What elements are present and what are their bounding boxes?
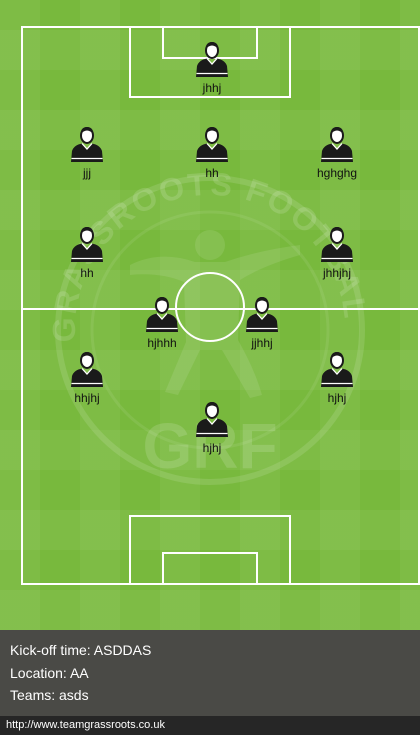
player-marker[interactable]: hjhj (170, 400, 254, 455)
match-info-panel: Kick-off time: ASDDAS Location: AA Teams… (0, 630, 420, 716)
player-marker[interactable]: jjj (45, 125, 129, 180)
player-shirt-icon (246, 297, 278, 332)
player-marker[interactable]: hh (45, 225, 129, 280)
player-marker[interactable]: jjhhj (220, 295, 304, 350)
player-shirt-icon (321, 127, 353, 162)
player-shirt-icon (196, 42, 228, 77)
player-shirt-icon (196, 127, 228, 162)
bottom-goal-area (162, 552, 258, 585)
location-text: Location: AA (10, 665, 89, 681)
player-shirt-icon (196, 402, 228, 437)
player-name: jjj (83, 166, 91, 180)
bottom-penalty-area (129, 515, 291, 585)
player-marker[interactable]: jhhjhj (295, 225, 379, 280)
pitch-markings (21, 26, 420, 585)
player-name: hh (80, 266, 94, 280)
player-marker[interactable]: jhhj (170, 40, 254, 95)
player-marker[interactable]: hhjhj (45, 350, 129, 405)
player-shirt-icon (146, 297, 178, 332)
player-marker[interactable]: hjhj (295, 350, 379, 405)
player-name: hjhj (327, 391, 347, 405)
player-name: hjhj (202, 441, 222, 455)
player-shirt-icon (71, 127, 103, 162)
player-name: hh (205, 166, 219, 180)
player-name: jhhj (202, 81, 222, 95)
football-pitch: GRASSROOTS FOOTBALL GRF jhhj jjj (0, 0, 420, 630)
player-name: hhjhj (74, 391, 100, 405)
player-name: jjhhj (251, 336, 273, 350)
teams-text: Teams: asds (10, 687, 89, 703)
player-name: hghghg (316, 166, 358, 180)
kickoff-time-text: Kick-off time: ASDDAS (10, 642, 152, 658)
player-marker[interactable]: hjhhh (120, 295, 204, 350)
site-url-link[interactable]: http://www.teamgrassroots.co.uk (6, 719, 165, 731)
player-name: hjhhh (147, 336, 177, 350)
footer-bar: http://www.teamgrassroots.co.uk (0, 716, 420, 735)
player-shirt-icon (71, 227, 103, 262)
player-shirt-icon (71, 352, 103, 387)
player-marker[interactable]: hghghg (295, 125, 379, 180)
player-name: jhhjhj (322, 266, 352, 280)
player-marker[interactable]: hh (170, 125, 254, 180)
centre-circle (175, 272, 245, 342)
player-shirt-icon (321, 227, 353, 262)
player-shirt-icon (321, 352, 353, 387)
